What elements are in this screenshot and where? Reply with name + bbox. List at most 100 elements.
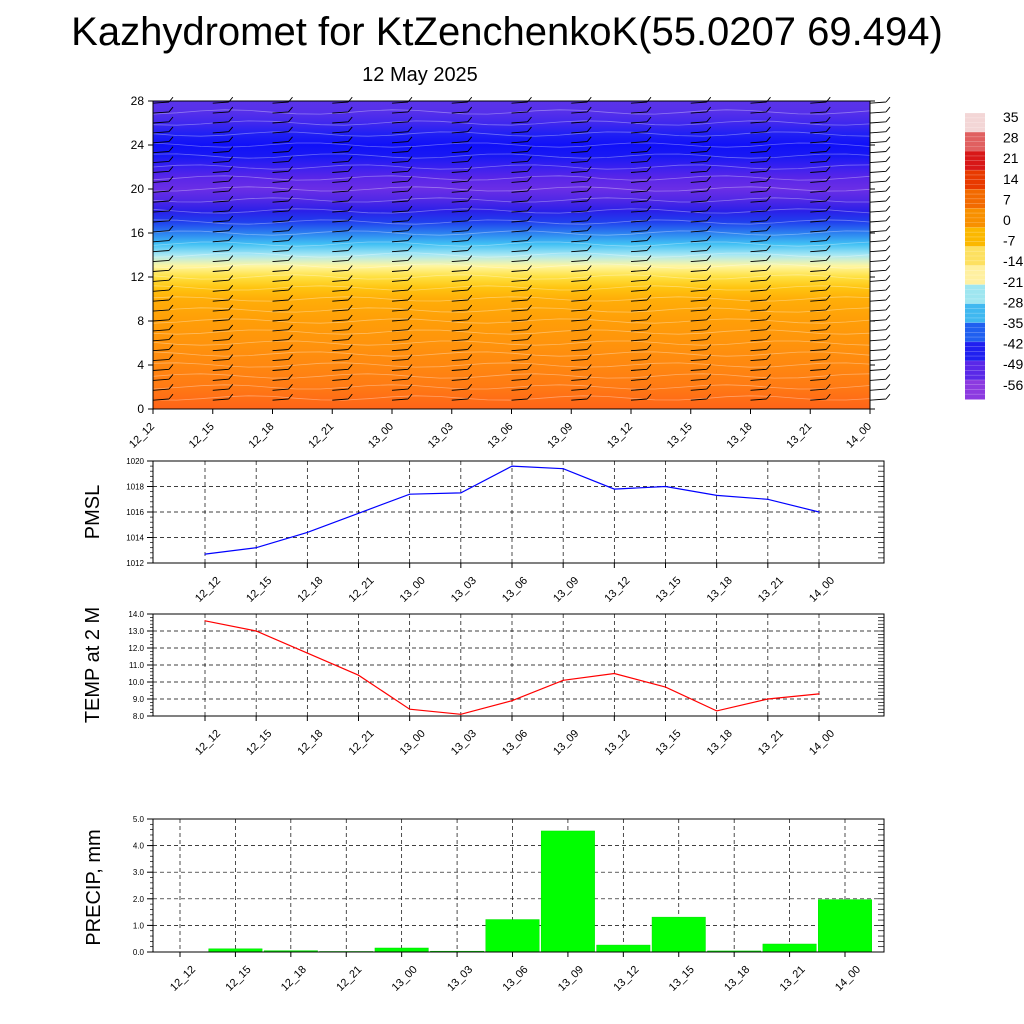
data-point bbox=[460, 492, 462, 494]
wind-barb bbox=[212, 126, 234, 134]
x-tick-label: 13_21 bbox=[784, 421, 814, 451]
x-tick-label: 13_09 bbox=[551, 728, 581, 758]
wind-barb bbox=[571, 324, 592, 332]
wind-barb bbox=[511, 166, 532, 173]
y-tick-label: 8 bbox=[137, 314, 144, 328]
wind-barb bbox=[869, 265, 891, 272]
wind-barb bbox=[332, 235, 353, 243]
x-tick-label: 13_06 bbox=[486, 421, 516, 451]
cross-section-panel: 0 4 8 12 16 20 24 28 12_12 12_15 12_18 12_21 13_00 13… bbox=[127, 94, 891, 451]
x-tick-label: 13_21 bbox=[778, 964, 808, 994]
wind-barb bbox=[571, 116, 592, 124]
x-tick-label: 13_12 bbox=[602, 575, 632, 605]
wind-barb bbox=[451, 195, 473, 203]
wind-barb bbox=[272, 354, 293, 362]
precip-bar bbox=[540, 830, 595, 953]
wind-barb bbox=[332, 275, 353, 282]
wind-barb bbox=[571, 146, 592, 154]
wind-barb bbox=[630, 176, 652, 183]
wind-barb bbox=[212, 146, 234, 154]
y-tick-label: 0 bbox=[137, 402, 144, 416]
wind-barb bbox=[152, 235, 174, 243]
precip-bar bbox=[485, 919, 540, 953]
wind-barb bbox=[272, 384, 293, 391]
wind-barb bbox=[690, 235, 712, 243]
contour-line bbox=[152, 263, 871, 269]
y-tick-label: 12.0 bbox=[128, 644, 144, 653]
colorbar-label: -49 bbox=[1003, 356, 1023, 372]
wind-barb bbox=[272, 314, 293, 322]
wind-barb bbox=[511, 393, 532, 401]
wind-barb bbox=[810, 156, 831, 164]
wind-barb bbox=[511, 354, 532, 362]
y-tick-label: 1012 bbox=[126, 559, 144, 568]
wind-barb bbox=[690, 136, 712, 144]
data-point bbox=[409, 708, 411, 710]
y-tick-label: 4 bbox=[137, 358, 144, 372]
x-tick-label: 12_21 bbox=[306, 421, 336, 451]
wind-barb bbox=[690, 364, 712, 371]
wind-barb bbox=[212, 393, 234, 401]
wind-barb bbox=[750, 225, 771, 233]
wind-barb bbox=[272, 205, 293, 213]
wind-barb bbox=[391, 225, 413, 233]
wind-barb bbox=[750, 393, 771, 401]
wind-barb bbox=[630, 166, 652, 173]
wind-barb bbox=[690, 215, 712, 223]
wind-barb bbox=[272, 156, 293, 164]
wind-barb bbox=[690, 304, 712, 312]
wind-barb bbox=[571, 245, 592, 253]
wind-barb bbox=[152, 225, 174, 233]
wind-barb bbox=[332, 186, 353, 193]
wind-barb bbox=[272, 275, 293, 282]
wind-barb bbox=[630, 364, 652, 371]
wind-barb bbox=[332, 156, 353, 164]
wind-barb bbox=[810, 393, 831, 401]
colorbar-swatch bbox=[965, 246, 985, 267]
wind-barb bbox=[332, 265, 353, 272]
wind-barb bbox=[750, 245, 771, 253]
x-tick-label: 13_15 bbox=[654, 728, 684, 758]
wind-barb bbox=[212, 344, 234, 352]
wind-barb bbox=[391, 235, 413, 243]
wind-barb bbox=[810, 374, 831, 381]
wind-barb bbox=[511, 146, 532, 154]
wind-barb bbox=[810, 364, 831, 371]
pmsl-panel: 1012 1014 1016 1018 1020 12_12 12_15 12_18 12_21… bbox=[82, 457, 885, 605]
x-tick-label: 12_12 bbox=[193, 575, 223, 605]
x-tick-label: 12_12 bbox=[168, 964, 198, 994]
wind-barb bbox=[212, 235, 234, 243]
wind-barb bbox=[630, 374, 652, 381]
wind-barb bbox=[451, 344, 473, 352]
contour-line bbox=[152, 142, 871, 148]
wind-barb bbox=[152, 146, 174, 154]
x-tick-label: 12_15 bbox=[187, 421, 217, 451]
wind-barb bbox=[690, 354, 712, 362]
wind-barb bbox=[272, 304, 293, 312]
wind-barb bbox=[750, 304, 771, 312]
wind-barb bbox=[152, 126, 174, 134]
x-tick-label: 12_15 bbox=[223, 964, 253, 994]
wind-barb bbox=[272, 136, 293, 144]
wind-barb bbox=[750, 285, 771, 292]
wind-barb bbox=[571, 294, 592, 302]
wind-barb bbox=[451, 255, 473, 263]
wind-barb bbox=[391, 116, 413, 124]
wind-barb bbox=[750, 255, 771, 263]
wind-barb bbox=[750, 364, 771, 371]
y-axis-label: PMSL bbox=[82, 485, 104, 539]
wind-barb bbox=[272, 393, 293, 401]
wind-barb bbox=[332, 116, 353, 124]
wind-barb bbox=[391, 176, 413, 183]
wind-barb bbox=[571, 265, 592, 272]
x-tick-label: 12_15 bbox=[244, 575, 274, 605]
wind-barb bbox=[690, 195, 712, 203]
precip-bar bbox=[651, 916, 706, 953]
wind-barb bbox=[391, 215, 413, 223]
wind-barb bbox=[630, 225, 652, 233]
wind-barb bbox=[212, 156, 234, 164]
wind-barb bbox=[451, 176, 473, 183]
chart-title: Kazhydromet for KtZenchenkoK(55.0207 69.… bbox=[71, 10, 943, 54]
x-tick-label: 12_12 bbox=[127, 421, 157, 451]
precip-bar bbox=[596, 944, 651, 953]
